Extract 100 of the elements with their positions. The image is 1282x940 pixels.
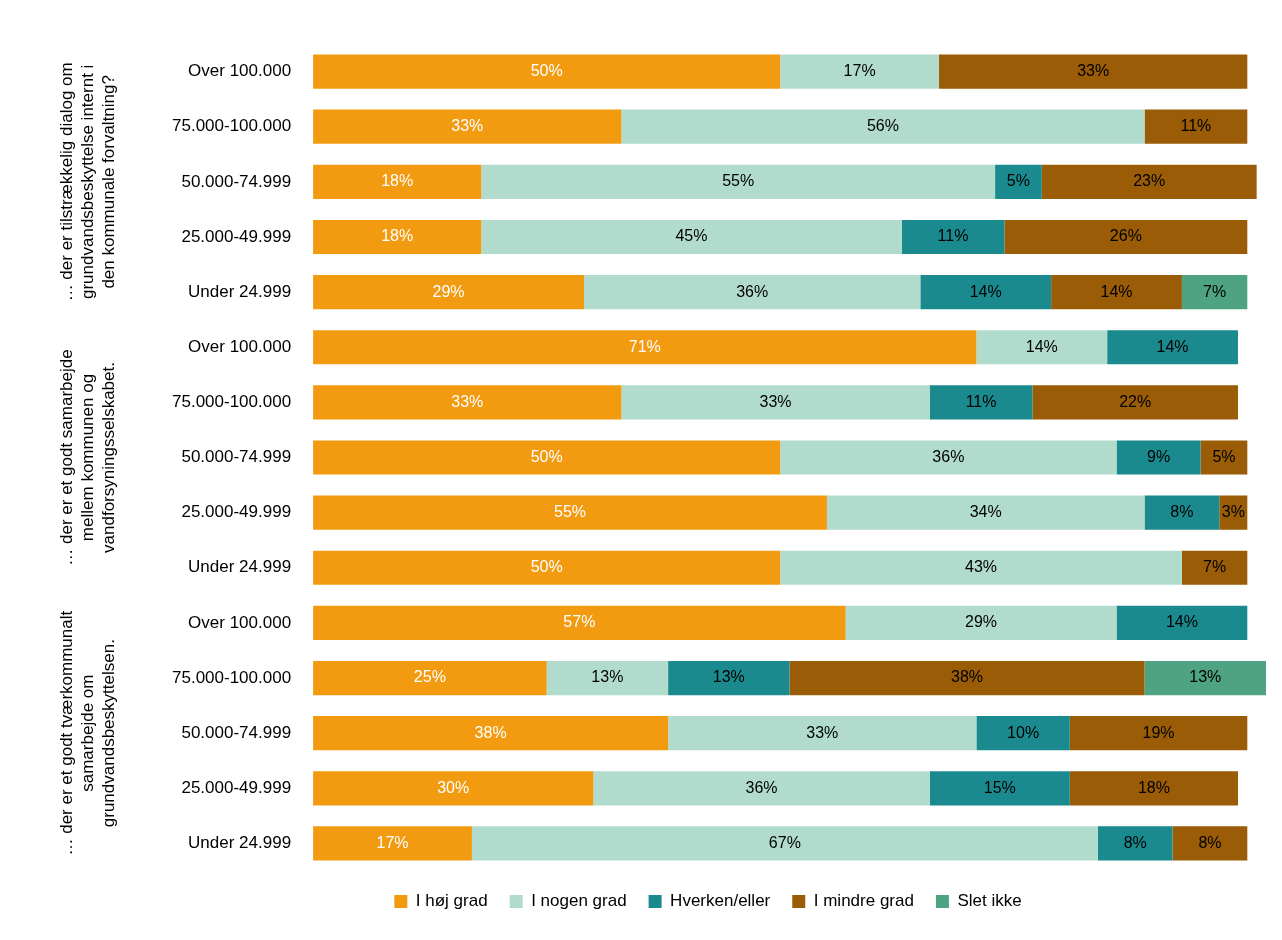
- bar: [621, 385, 930, 420]
- data-label: 38%: [951, 668, 984, 686]
- data-label: 9%: [1147, 447, 1171, 465]
- data-label: 11%: [937, 227, 969, 245]
- bar: [313, 219, 482, 255]
- bar: [481, 164, 996, 199]
- bar: [826, 495, 1145, 530]
- legend-label: I nogen grad: [531, 891, 627, 911]
- data-label: 56%: [866, 117, 899, 135]
- bar: [1041, 164, 1257, 199]
- bar: [313, 385, 622, 420]
- data-label: 17%: [843, 61, 876, 79]
- bar: [471, 826, 1098, 861]
- bar: [1004, 219, 1248, 255]
- data-label: 5%: [1006, 172, 1030, 190]
- y-tick-label: Over 100.000: [188, 612, 292, 632]
- y-tick-label: Over 100.000: [188, 61, 292, 81]
- bar: [1116, 605, 1248, 640]
- data-label: 14%: [1156, 337, 1189, 355]
- bar: [976, 330, 1108, 365]
- y-tick-label: 25.000-49.999: [181, 502, 292, 522]
- bar: [668, 660, 790, 696]
- bar: [901, 219, 1005, 255]
- data-label: 3%: [1221, 503, 1245, 521]
- data-label: 17%: [376, 833, 409, 851]
- data-label: 8%: [1198, 833, 1222, 851]
- bar: [313, 440, 781, 475]
- data-label: 14%: [969, 282, 1002, 300]
- data-label: 23%: [1133, 172, 1166, 190]
- bar: [1069, 771, 1238, 806]
- bar: [1144, 495, 1220, 530]
- data-label: 18%: [381, 172, 414, 190]
- data-label: 14%: [1025, 337, 1058, 355]
- data-label: 22%: [1119, 392, 1152, 410]
- text: … der er et godt tværkommunalt samarbejde om grundvandsbeskyttelsen.: [56, 610, 118, 856]
- data-label: 55%: [722, 172, 755, 190]
- y-tick-label: 75.000-100.000: [172, 116, 292, 136]
- y-tick-label: 25.000-49.999: [181, 777, 292, 797]
- bar: [313, 550, 781, 585]
- text: … der er tilstrækkelig dialog om grundvandsbeskyttelse internt i den kommunale forvaltning?: [56, 62, 118, 302]
- bar: [584, 275, 921, 310]
- y-tick-label: 50.000-74.999: [181, 447, 292, 467]
- data-label: 13%: [712, 668, 745, 686]
- bar: [1107, 330, 1238, 365]
- data-label: 33%: [759, 392, 792, 410]
- bar: [313, 109, 622, 144]
- y-tick-label: 25.000-49.999: [181, 226, 292, 246]
- data-label: 50%: [530, 558, 563, 576]
- y-tick-label: Under 24.999: [188, 557, 292, 577]
- bar: [845, 605, 1117, 640]
- y-tick-label: 50.000-74.999: [181, 171, 292, 191]
- data-label: 13%: [591, 668, 624, 686]
- data-label: 45%: [675, 227, 708, 245]
- bar: [929, 771, 1070, 806]
- bar: [780, 440, 1117, 475]
- bar: [1069, 716, 1248, 751]
- bar: [1097, 826, 1173, 861]
- data-label: 67%: [768, 833, 801, 851]
- bar: [789, 660, 1145, 696]
- data-label: 25%: [413, 668, 446, 686]
- bar: [1181, 275, 1248, 310]
- y-tick-label: Under 24.999: [188, 281, 292, 301]
- bar: [1144, 109, 1248, 144]
- bar: [920, 275, 1052, 310]
- data-label: 43%: [965, 558, 998, 576]
- text: … der er et godt samarbejde mellem kommunen og vandforsyningsselskabet.: [56, 349, 118, 566]
- data-label: 33%: [451, 392, 484, 410]
- bar: [313, 660, 547, 696]
- data-label: 26%: [1109, 227, 1142, 245]
- data-label: 8%: [1170, 503, 1194, 521]
- legend-label: Slet ikke: [957, 891, 1022, 911]
- bar: [668, 716, 977, 751]
- bar: [995, 164, 1042, 199]
- data-label: 7%: [1203, 282, 1227, 300]
- data-label: 18%: [381, 227, 414, 245]
- bar: [313, 771, 594, 806]
- y-tick-label: 50.000-74.999: [181, 722, 292, 742]
- legend-label: Hverken/eller: [670, 891, 771, 911]
- data-label: 50%: [530, 447, 563, 465]
- bar: [593, 771, 930, 806]
- bar: [1200, 440, 1248, 475]
- bar: [621, 109, 1145, 144]
- legend-label: I mindre grad: [813, 891, 914, 911]
- y-tick-label: 75.000-100.000: [172, 667, 292, 687]
- bar: [313, 605, 846, 640]
- bar: [929, 385, 1033, 420]
- bar: [780, 550, 1182, 585]
- data-label: 29%: [965, 613, 998, 631]
- bar: [1032, 385, 1238, 420]
- data-label: 14%: [1100, 282, 1133, 300]
- y-tick-label: 75.000-100.000: [172, 392, 292, 412]
- bar: [313, 716, 669, 751]
- bar: [1116, 440, 1201, 475]
- bar: [1181, 550, 1248, 585]
- data-label: 50%: [530, 61, 563, 79]
- bar: [313, 826, 472, 861]
- data-label: 10%: [1007, 723, 1040, 741]
- bar: [313, 330, 977, 365]
- data-label: 14%: [1165, 613, 1198, 631]
- data-label: 30%: [437, 778, 470, 796]
